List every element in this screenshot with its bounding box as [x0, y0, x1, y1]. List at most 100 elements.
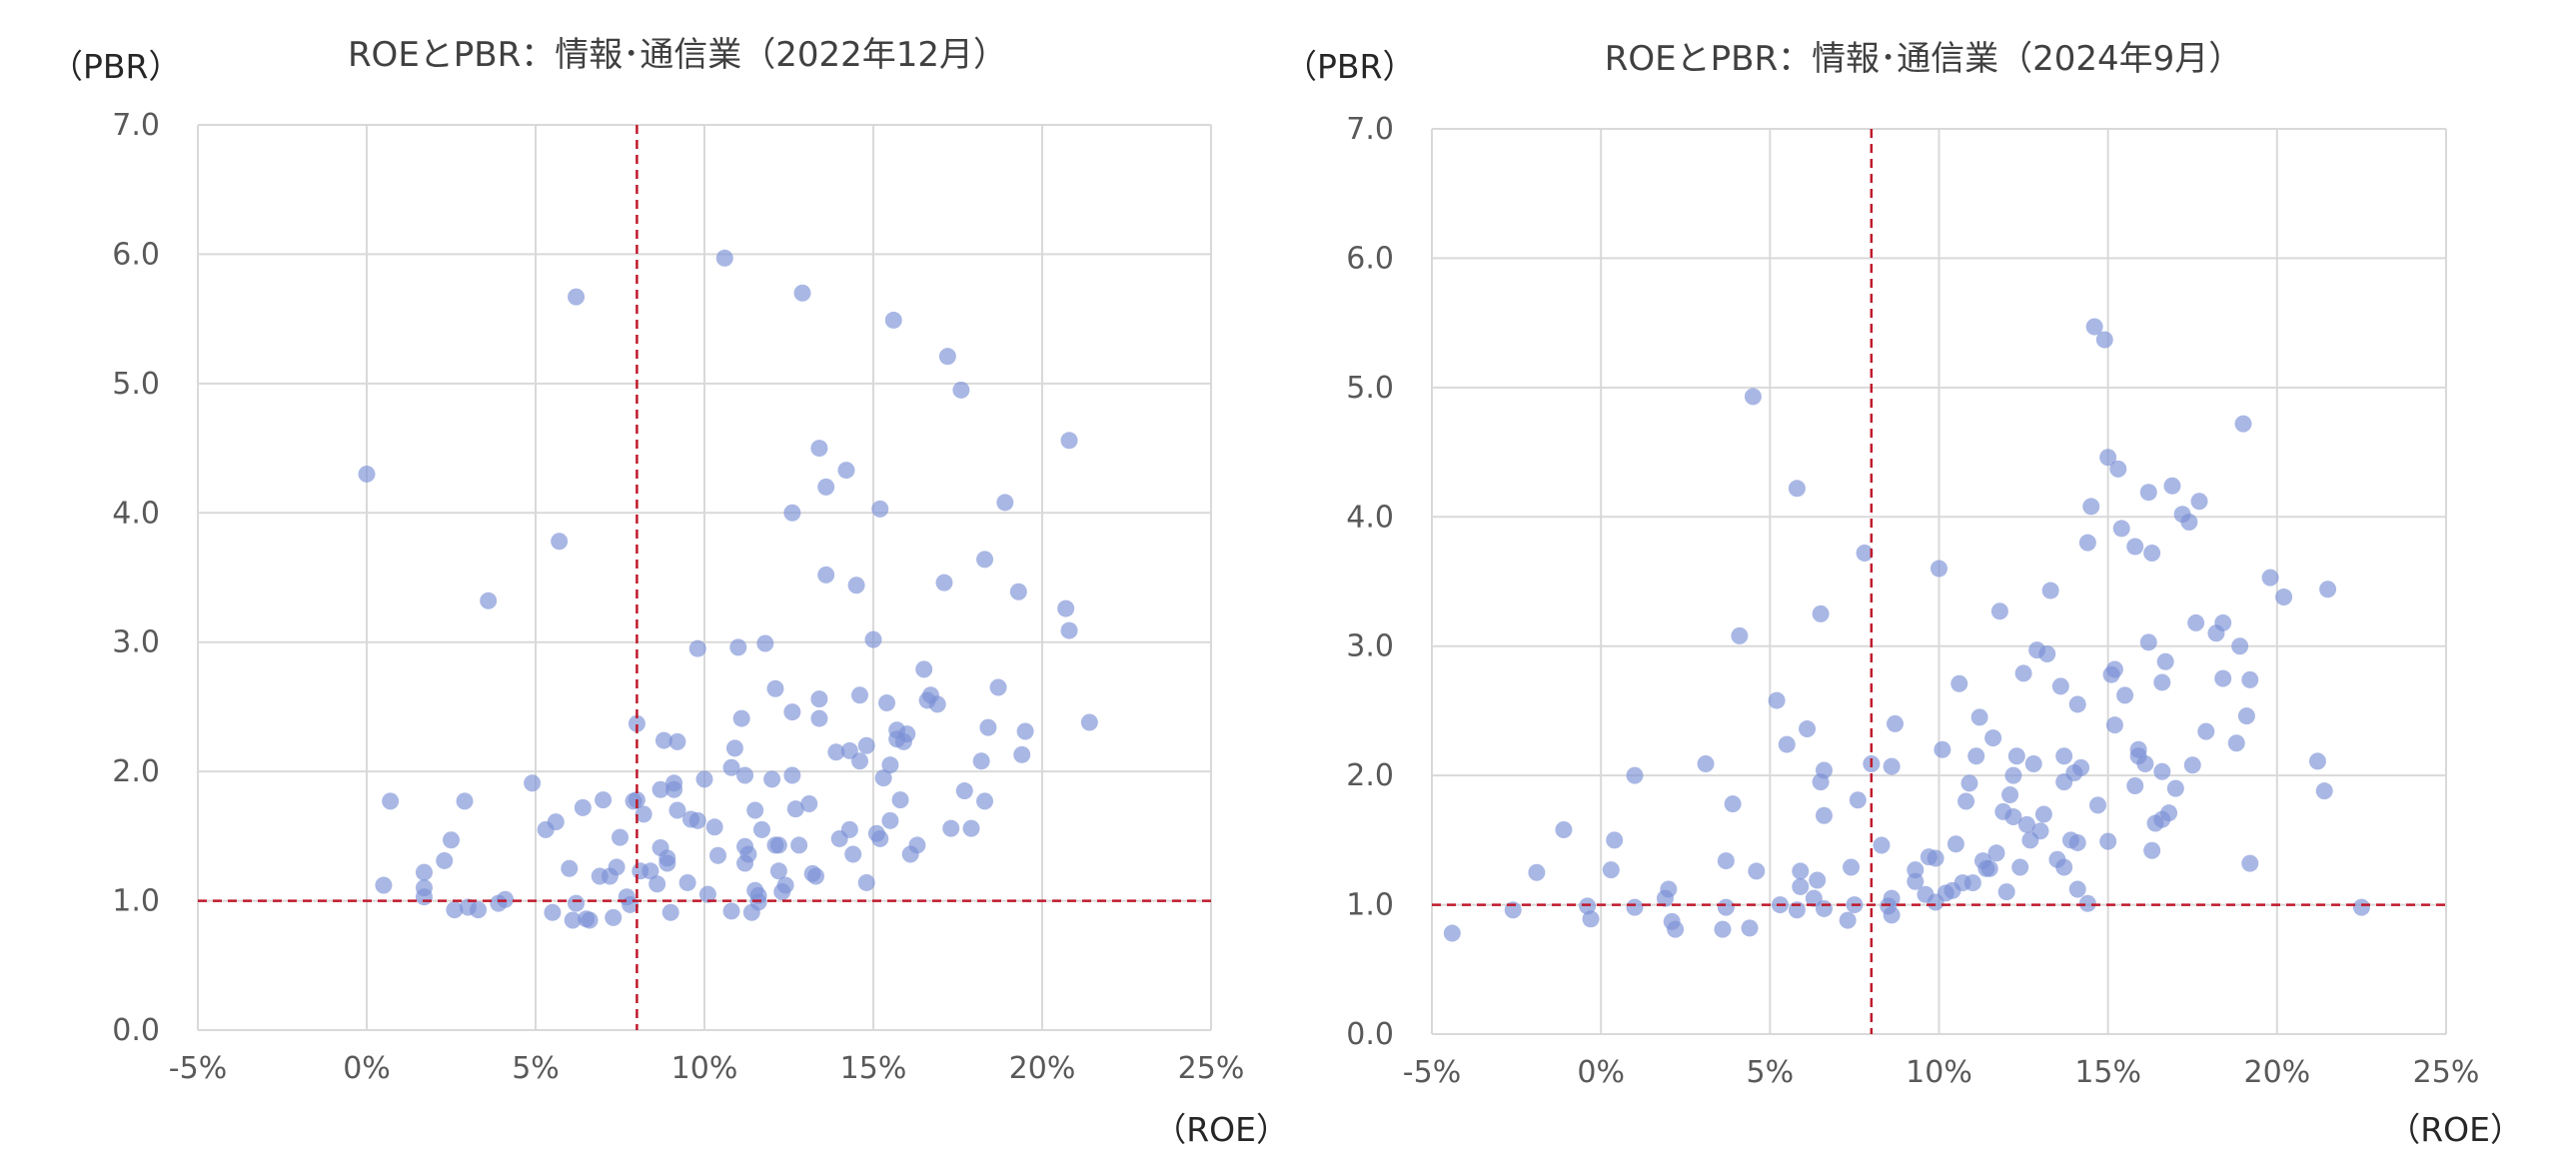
data-point — [2153, 673, 2171, 691]
data-point — [2078, 534, 2096, 552]
data-point — [1714, 920, 1732, 938]
data-point — [955, 782, 973, 800]
data-point — [415, 863, 433, 881]
data-point — [2241, 854, 2259, 872]
data-point — [908, 836, 926, 854]
x-tick-label: 15% — [840, 1051, 907, 1086]
data-point — [1812, 604, 1830, 622]
data-point — [972, 752, 990, 770]
data-point — [2099, 832, 2117, 850]
data-point — [1883, 889, 1901, 907]
data-point — [1970, 708, 1988, 726]
data-point — [2214, 613, 2232, 631]
data-point — [1555, 821, 1573, 839]
data-point — [1582, 910, 1600, 928]
data-point — [1792, 877, 1810, 895]
data-point — [1887, 714, 1905, 732]
data-point — [2014, 664, 2032, 682]
data-point — [881, 811, 899, 829]
data-point — [2038, 644, 2056, 662]
data-point — [2004, 766, 2022, 784]
data-point — [665, 774, 683, 792]
data-point — [1815, 806, 1833, 824]
data-point — [547, 813, 565, 831]
data-point — [2034, 805, 2052, 823]
data-point — [661, 903, 679, 921]
data-point — [524, 774, 542, 792]
data-point — [729, 638, 747, 656]
data-point — [2041, 582, 2059, 599]
data-point — [1997, 883, 2015, 901]
data-point — [2078, 894, 2096, 912]
data-point — [1748, 862, 1766, 880]
data-point — [1528, 863, 1546, 881]
x-tick-label: -5% — [1403, 1055, 1461, 1090]
data-point — [2241, 670, 2259, 688]
data-point — [1960, 774, 1978, 792]
data-point — [2319, 581, 2337, 598]
data-point — [810, 690, 828, 708]
data-point — [2017, 815, 2035, 833]
data-point — [2072, 758, 2090, 776]
data-point — [1856, 545, 1874, 563]
data-point — [658, 854, 676, 872]
data-point — [375, 876, 393, 894]
data-point — [470, 901, 488, 919]
data-point — [2031, 822, 2049, 840]
data-point — [1907, 872, 1925, 890]
data-point — [871, 500, 889, 518]
x-tick-label: 20% — [2243, 1055, 2310, 1090]
y-tick-labels: 0.0 1.0 2.0 3.0 4.0 5.0 6.0 7.0 — [1346, 112, 1394, 1052]
data-point — [2153, 762, 2171, 780]
data-point — [715, 249, 733, 267]
data-point — [443, 831, 460, 849]
data-point — [722, 902, 740, 920]
data-point — [1907, 861, 1925, 879]
data-point — [678, 873, 696, 891]
data-point — [709, 846, 727, 864]
x-axis-unit-label: （ROE） — [2387, 1110, 2523, 1149]
data-point — [800, 795, 818, 812]
data-point — [497, 890, 515, 908]
data-point — [915, 660, 933, 678]
data-point — [1809, 871, 1827, 889]
data-point — [793, 284, 811, 302]
data-point — [817, 478, 835, 496]
data-point — [2166, 779, 2184, 797]
data-point — [1815, 761, 1833, 779]
x-tick-label: 10% — [671, 1051, 738, 1086]
data-point — [1963, 874, 1981, 892]
data-point — [1927, 849, 1944, 867]
data-point — [1980, 859, 1998, 877]
data-point — [2143, 545, 2161, 563]
data-point — [732, 709, 750, 727]
data-point — [1984, 729, 2002, 747]
data-point — [2143, 841, 2161, 859]
data-point — [810, 440, 828, 458]
data-point — [2214, 669, 2232, 687]
data-points — [1443, 318, 2370, 942]
data-point — [989, 678, 1007, 696]
data-point — [2187, 613, 2205, 631]
data-point — [2261, 569, 2279, 586]
data-point — [1849, 791, 1867, 809]
data-point — [803, 864, 821, 882]
y-tick-label: 2.0 — [1346, 758, 1394, 793]
data-point — [996, 494, 1014, 512]
data-point — [668, 732, 686, 750]
data-point — [581, 911, 599, 929]
data-point — [564, 911, 582, 929]
data-point — [874, 769, 892, 787]
data-point — [2055, 773, 2073, 791]
data-point — [850, 752, 868, 770]
data-point — [786, 800, 804, 818]
data-point — [2095, 331, 2113, 349]
data-point — [2116, 686, 2134, 704]
data-point — [612, 828, 629, 846]
data-point — [1799, 720, 1817, 738]
reference-lines — [198, 125, 1211, 1030]
data-point — [705, 818, 723, 836]
data-point — [446, 901, 464, 919]
data-point — [850, 686, 868, 704]
data-point — [979, 718, 997, 736]
